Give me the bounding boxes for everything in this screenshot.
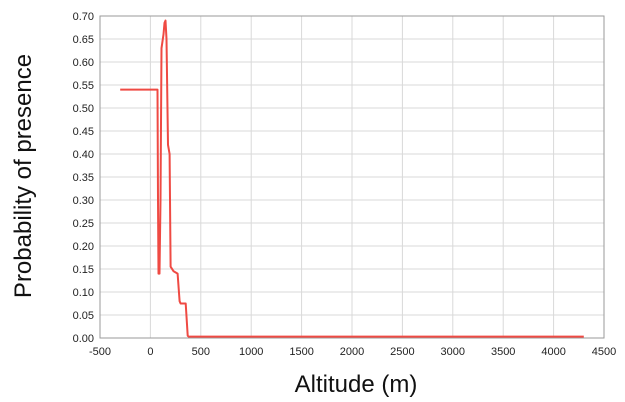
y-tick-label: 0.50 (73, 103, 94, 115)
y-tick-label: 0.35 (73, 172, 94, 184)
x-tick-label: 1000 (239, 346, 263, 358)
y-tick-label: 0.40 (73, 149, 94, 161)
y-tick-label: 0.55 (73, 80, 94, 92)
y-tick-label: 0.70 (73, 11, 94, 23)
y-tick-label: 0.10 (73, 287, 94, 299)
y-tick-label: 0.60 (73, 57, 94, 69)
x-tick-label: 500 (192, 346, 210, 358)
x-tick-label: -500 (89, 346, 111, 358)
series-layer (120, 19, 584, 338)
y-tick-label: 0.65 (73, 34, 94, 46)
y-tick-label: 0.20 (73, 241, 94, 253)
y-axis-title: Probability of presence (10, 54, 37, 298)
y-tick-label: 0.05 (73, 310, 94, 322)
x-axis-title: Altitude (m) (295, 371, 418, 398)
y-tick-label: 0.30 (73, 195, 94, 207)
x-tick-label: 4000 (541, 346, 565, 358)
x-axis-ticks: -500 0 500 1000 1500 2000 2500 3000 3500 4000 4500 (89, 346, 616, 358)
grid-lines (99, 15, 605, 339)
x-tick-label: 2000 (340, 346, 364, 358)
x-tick-label: 3000 (441, 346, 465, 358)
y-tick-label: 0.15 (73, 264, 94, 276)
x-tick-label: 1500 (289, 346, 313, 358)
y-tick-label: 0.25 (73, 218, 94, 230)
y-tick-label: 0.00 (73, 333, 94, 345)
series-line (120, 19, 584, 338)
y-tick-label: 0.45 (73, 126, 94, 138)
x-tick-label: 4500 (592, 346, 616, 358)
x-tick-label: 0 (147, 346, 153, 358)
x-tick-label: 3500 (491, 346, 515, 358)
x-tick-label: 2500 (390, 346, 414, 358)
plot-frame (99, 15, 605, 339)
y-axis-ticks: 0.00 0.05 0.10 0.15 0.20 0.25 0.30 0.35 0.40 0.45… (73, 11, 94, 345)
